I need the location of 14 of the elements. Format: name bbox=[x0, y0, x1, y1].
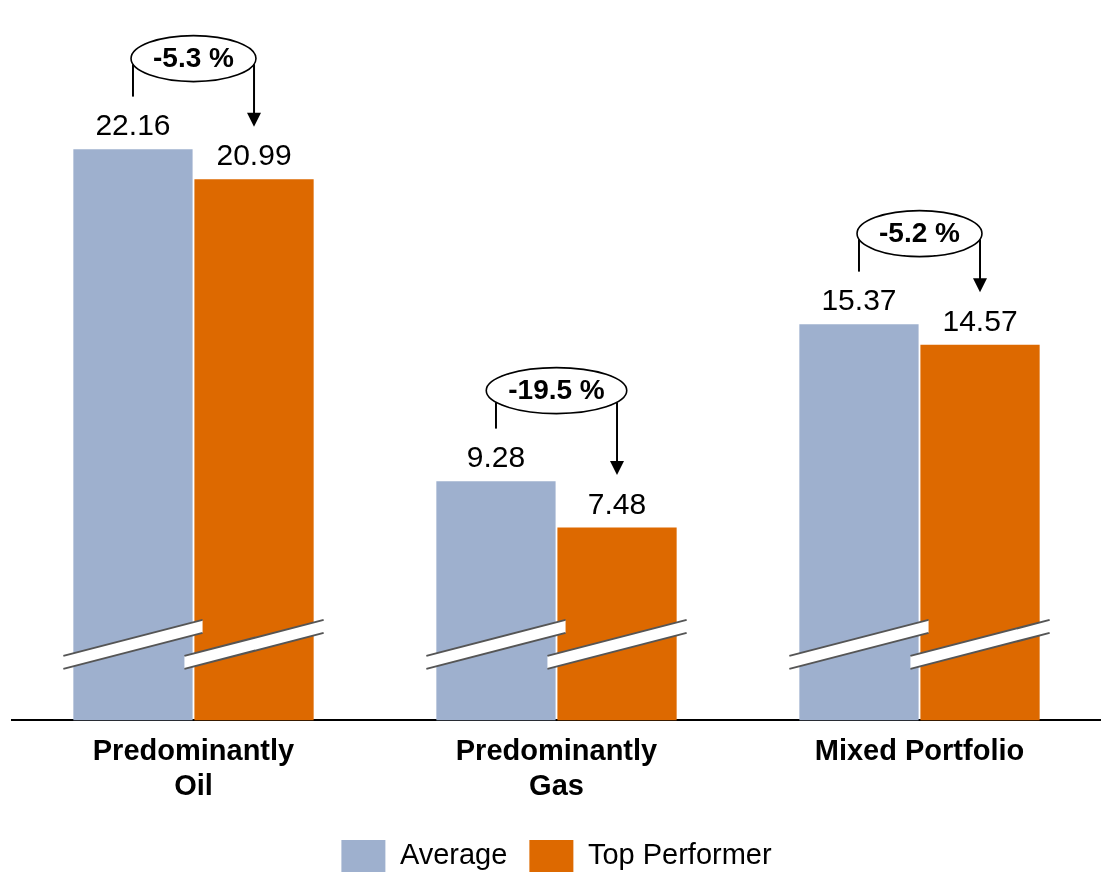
data-label: 22.16 bbox=[95, 108, 171, 142]
annotation: -5.2 % bbox=[879, 217, 961, 249]
annotation: -19.5 % bbox=[508, 374, 605, 406]
data-label: 7.48 bbox=[587, 486, 647, 520]
text: -5.3 % bbox=[153, 42, 235, 74]
legend-label: Top Performer bbox=[587, 838, 772, 870]
legend-label: Average bbox=[399, 838, 508, 870]
data-label: 15.37 bbox=[821, 283, 897, 317]
x-tick-label: Predominantly Gas bbox=[455, 733, 658, 801]
data-label: 9.28 bbox=[466, 440, 526, 474]
data-label: 14.57 bbox=[942, 303, 1018, 337]
data-label: 20.99 bbox=[216, 138, 292, 172]
x-tick-label: Predominantly Oil bbox=[92, 733, 295, 801]
x-tick-label: Mixed Portfolio bbox=[814, 733, 1025, 766]
